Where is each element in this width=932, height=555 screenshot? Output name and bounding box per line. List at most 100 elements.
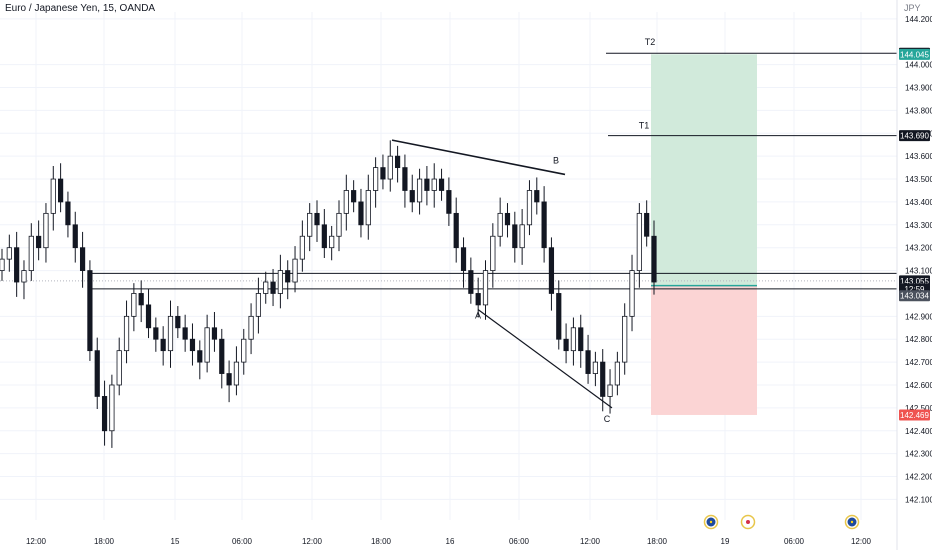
candle-body	[189, 338, 196, 352]
candle-body	[248, 315, 254, 340]
price-tick-label: 143.100	[905, 267, 932, 276]
price-tick-label: 142.600	[905, 381, 932, 390]
candle-body	[292, 258, 298, 283]
candle-body	[504, 212, 511, 226]
candle-body	[21, 270, 27, 283]
candle-body	[446, 190, 452, 214]
candle-body	[651, 235, 657, 283]
time-tick-label: 12:00	[302, 537, 323, 546]
jp-flag-icon[interactable]	[740, 514, 756, 530]
candle-body	[475, 293, 481, 306]
candle-body	[453, 212, 459, 249]
candle-body	[512, 224, 518, 249]
target-zone	[651, 54, 757, 286]
candle-body	[387, 155, 393, 180]
candle-body	[563, 338, 569, 352]
candle-body	[43, 212, 49, 249]
symbol-title: Euro / Japanese Yen, 15, OANDA	[5, 3, 156, 14]
candle-body	[373, 167, 379, 191]
candle-body	[614, 361, 620, 386]
candle-body	[299, 235, 305, 260]
candle-body	[14, 247, 20, 283]
time-tick-label: 06:00	[784, 537, 805, 546]
time-tick-label: 18:00	[647, 537, 668, 546]
candle-body	[79, 247, 86, 271]
candle-body	[431, 178, 437, 191]
candle-body	[226, 373, 232, 386]
candle-body	[468, 270, 474, 294]
flag-sun	[746, 520, 750, 524]
candle-body	[460, 247, 467, 271]
candle-body	[585, 350, 591, 374]
price-tag-label: 143.055	[900, 277, 929, 286]
price-tick-label: 142.300	[905, 450, 932, 459]
candle-body	[211, 327, 218, 340]
candle-body	[197, 350, 203, 363]
time-tick-label: 06:00	[232, 537, 253, 546]
candle-body	[534, 190, 540, 203]
t1-label: T1	[639, 121, 650, 131]
candle-body	[307, 212, 313, 237]
candle-body	[592, 361, 598, 374]
time-tick-label: 16	[446, 537, 455, 546]
candle-body	[314, 212, 320, 226]
candle-body	[351, 190, 357, 203]
candle-body	[87, 270, 93, 352]
candle-body	[438, 178, 445, 191]
candle-body	[277, 270, 283, 294]
candle-body	[380, 167, 386, 180]
candle-body	[116, 350, 122, 386]
price-tick-label: 142.500	[905, 404, 932, 413]
candle-body	[167, 315, 174, 352]
eu-flag-icon[interactable]	[844, 514, 860, 530]
candle-body	[336, 212, 342, 237]
stop-zone	[651, 285, 757, 415]
price-tick-label: 143.300	[905, 221, 932, 230]
currency-label: JPY	[904, 3, 921, 13]
flag-stars	[850, 520, 854, 524]
candle-body	[629, 270, 635, 317]
candle-body	[394, 155, 401, 169]
candle-body	[270, 281, 276, 294]
price-tag	[899, 409, 930, 421]
time-tick-label: 12:00	[26, 537, 47, 546]
candle-body	[204, 327, 210, 363]
candle-body	[131, 293, 137, 317]
candle-body	[65, 201, 71, 226]
t2-label: T2	[645, 37, 656, 47]
candle-body	[636, 212, 642, 271]
candle-body	[329, 235, 335, 249]
candle-body	[138, 293, 144, 306]
price-tick-label: 143.600	[905, 152, 932, 161]
eu-flag-icon[interactable]	[703, 514, 719, 530]
candle-body	[94, 350, 100, 397]
candle-body	[160, 338, 166, 352]
candle-body	[644, 212, 650, 237]
price-tag	[899, 48, 930, 60]
price-tick-label: 142.800	[905, 335, 932, 344]
price-tick-label: 144.000	[905, 61, 932, 70]
price-tag-label: 144.045	[900, 50, 929, 59]
price-tick-label: 142.200	[905, 473, 932, 482]
candle-body	[526, 190, 533, 226]
candle-body	[402, 167, 408, 191]
candle-body	[600, 361, 606, 397]
candle-body	[607, 384, 613, 397]
price-tag	[899, 290, 930, 302]
candle-body	[497, 212, 503, 237]
candle-body	[72, 224, 78, 249]
price-tag-label: 12:59	[904, 285, 925, 294]
candle-body	[36, 235, 42, 249]
point-b-label: B	[553, 155, 559, 165]
candle-body	[0, 258, 5, 271]
candle-body	[233, 361, 240, 386]
lower-trendline	[477, 308, 613, 409]
time-tick-label: 12:00	[851, 537, 872, 546]
candle-body	[50, 178, 56, 214]
candle-body	[109, 384, 115, 432]
point-c-label: C	[604, 414, 611, 424]
candle-body	[578, 327, 584, 352]
price-tick-label: 143.900	[905, 84, 932, 93]
